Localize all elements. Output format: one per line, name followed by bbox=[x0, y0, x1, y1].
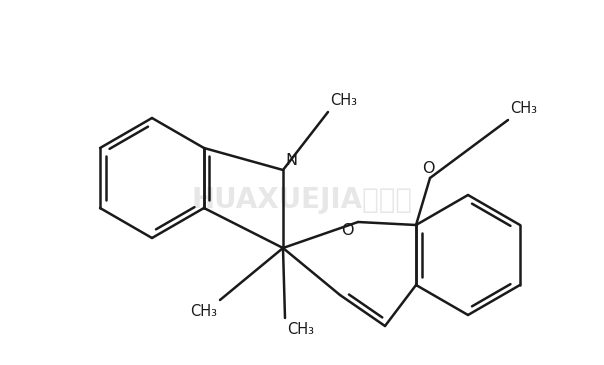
Text: O: O bbox=[422, 161, 434, 176]
Text: CH₃: CH₃ bbox=[330, 93, 357, 108]
Text: O: O bbox=[341, 223, 354, 238]
Text: N: N bbox=[285, 153, 297, 168]
Text: CH₃: CH₃ bbox=[510, 101, 537, 116]
Text: CH₃: CH₃ bbox=[190, 304, 217, 319]
Text: HUAXUEJIA化学加: HUAXUEJIA化学加 bbox=[191, 186, 413, 214]
Text: CH₃: CH₃ bbox=[287, 322, 314, 337]
